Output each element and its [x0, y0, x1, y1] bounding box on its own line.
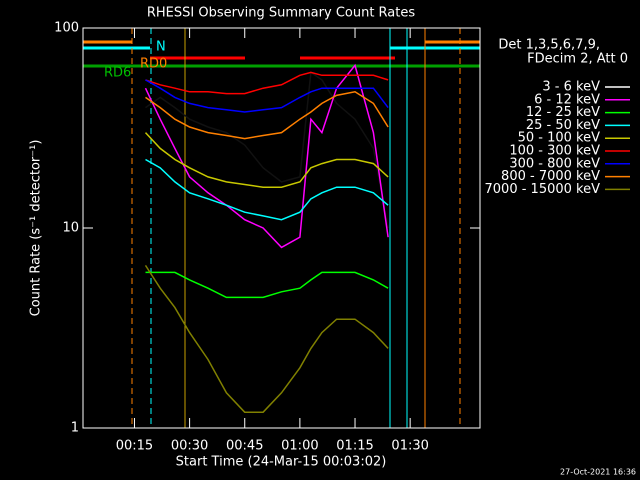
flag-markers: [83, 40, 480, 68]
series-line: [145, 271, 389, 299]
legend-label: 800 - 7000 keV: [501, 169, 600, 184]
y-tick-label: 100: [54, 21, 79, 36]
series-line: [144, 264, 389, 413]
annotation: RD6: [104, 66, 131, 81]
series-line: [145, 71, 389, 95]
plot-area: [144, 63, 389, 413]
legend-label: 6 - 12 keV: [534, 92, 600, 107]
y-tick-label: 10: [62, 221, 79, 236]
x-tick-label: 00:30: [171, 439, 208, 454]
chart-title: RHESSI Observing Summary Count Rates: [147, 6, 416, 21]
y-axis-label: Count Rate (s⁻¹ detector⁻¹): [29, 140, 44, 317]
dashed-markers: [131, 28, 461, 428]
series-line: [144, 63, 389, 249]
series-line: [145, 79, 389, 113]
legend-label: 7000 - 15000 keV: [485, 182, 601, 197]
legend-label: 50 - 100 keV: [518, 131, 601, 146]
x-tick-label: 01:30: [391, 439, 428, 454]
legend-label: 3 - 6 keV: [542, 80, 600, 95]
series-line: [144, 132, 389, 188]
x-axis-label: Start Time (24-Mar-15 00:03:02): [176, 455, 387, 470]
solid-markers: [184, 28, 426, 428]
x-tick-label: 00:45: [226, 439, 263, 454]
legend-title: FDecim 2, Att 0: [527, 52, 628, 67]
x-tick-label: 01:15: [336, 439, 373, 454]
legend-label: 100 - 300 keV: [509, 144, 600, 159]
series-line: [145, 158, 389, 221]
footer: 27-Oct-2021 16:36: [560, 468, 636, 477]
legend-label: 25 - 50 keV: [526, 118, 600, 133]
x-tick-label: 00:15: [116, 439, 153, 454]
series-line: [145, 91, 389, 140]
annotation: N: [156, 40, 166, 55]
annotation: RD0: [140, 57, 167, 72]
legend-title: Det 1,3,5,6,7,9,: [498, 38, 600, 53]
y-tick-label: 1: [71, 421, 79, 436]
x-tick-label: 01:00: [281, 439, 318, 454]
legend-label: 300 - 800 keV: [509, 156, 600, 171]
legend-label: 12 - 25 keV: [526, 105, 600, 120]
series-line: [145, 71, 389, 229]
